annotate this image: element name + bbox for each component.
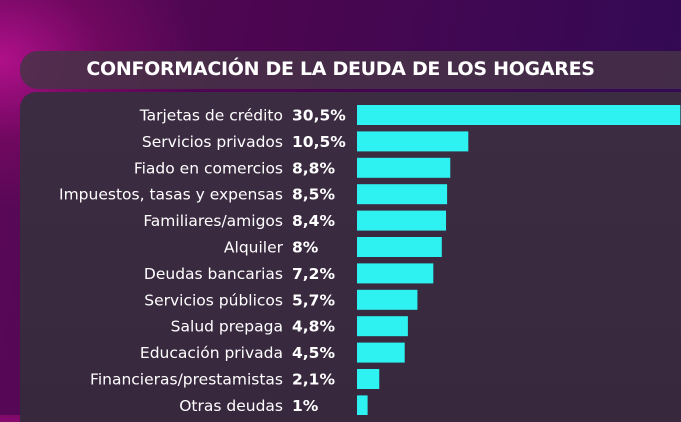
title-panel (20, 51, 681, 89)
value-label: 8,4% (292, 212, 335, 230)
value-label: 7,2% (292, 265, 335, 283)
category-label: Servicios privados (142, 133, 283, 151)
bar (357, 105, 681, 125)
bar (357, 316, 408, 337)
bar (357, 210, 447, 231)
bar (357, 157, 451, 178)
bar (357, 395, 368, 415)
category-label: Salud prepaga (171, 318, 283, 336)
category-label: Educación privada (140, 344, 283, 362)
value-label: 4,5% (292, 344, 335, 362)
value-label: 4,8% (292, 318, 335, 336)
category-label: Otras deudas (179, 397, 283, 415)
bar (357, 342, 405, 363)
bar (357, 369, 380, 389)
value-label: 1% (292, 397, 319, 415)
category-label: Tarjetas de crédito (139, 107, 283, 125)
category-label: Impuestos, tasas y expensas (59, 186, 283, 204)
value-label: 8,8% (292, 159, 335, 177)
category-label: Alquiler (224, 239, 284, 257)
bar (357, 131, 469, 152)
chart-panel (20, 92, 681, 422)
category-label: Servicios públicos (144, 291, 283, 309)
value-label: 30,5% (292, 107, 346, 125)
category-label: Deudas bancarias (144, 265, 283, 283)
value-label: 2,1% (292, 371, 335, 389)
category-label: Financieras/prestamistas (90, 371, 283, 389)
value-label: 8% (292, 239, 319, 257)
bar (357, 263, 434, 284)
value-label: 8,5% (292, 186, 335, 204)
bar (357, 184, 448, 205)
category-label: Familiares/amigos (143, 212, 283, 230)
category-label: Fiado en comercios (134, 159, 283, 177)
bar (357, 237, 442, 257)
bar (357, 289, 418, 310)
value-label: 5,7% (292, 291, 335, 309)
chart-title: CONFORMACIÓN DE LA DEUDA DE LOS HOGARES (86, 58, 595, 80)
value-label: 10,5% (292, 133, 346, 151)
